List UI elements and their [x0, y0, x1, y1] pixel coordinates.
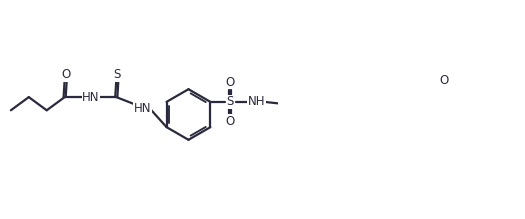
Text: O: O: [61, 68, 70, 81]
Text: O: O: [226, 76, 235, 89]
Text: HN: HN: [134, 102, 151, 115]
Text: HN: HN: [82, 91, 100, 104]
Text: O: O: [226, 115, 235, 128]
Text: S: S: [227, 95, 234, 108]
Text: O: O: [439, 74, 448, 87]
Text: NH: NH: [248, 95, 266, 108]
Text: S: S: [113, 68, 121, 81]
